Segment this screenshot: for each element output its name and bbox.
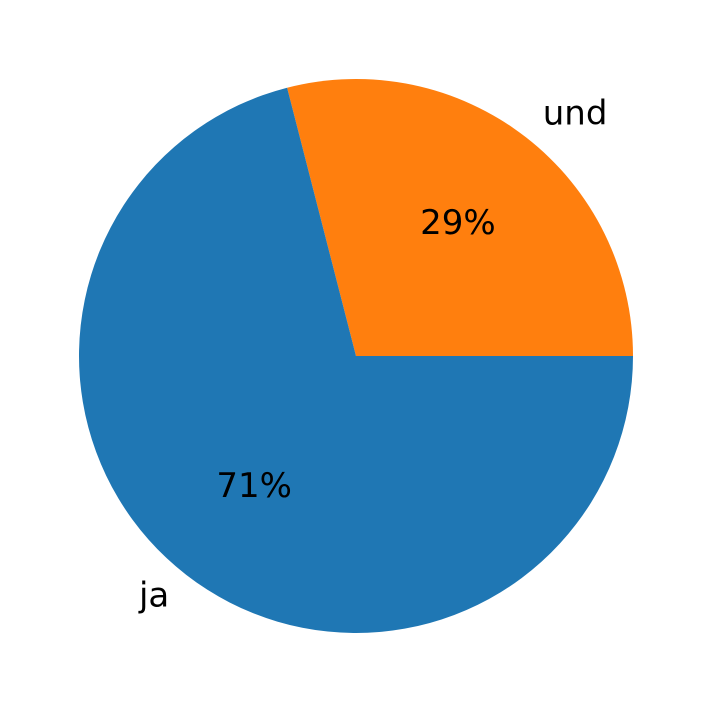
pie-labels: und 29% ja 71% xyxy=(138,94,607,616)
pie-slices xyxy=(78,79,633,634)
pie-slice-ja xyxy=(78,87,633,634)
slice-percent-und: 29% xyxy=(420,203,496,243)
slice-label-und: und xyxy=(543,94,608,134)
slice-percent-ja: 71% xyxy=(216,466,292,506)
pie-slice-und xyxy=(287,79,633,356)
slice-label-ja: ja xyxy=(138,575,169,615)
